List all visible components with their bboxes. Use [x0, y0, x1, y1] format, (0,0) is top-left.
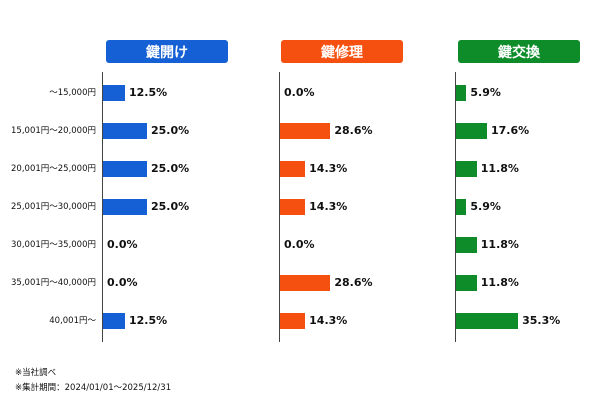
bar [103, 199, 147, 215]
data-label: 11.8% [480, 276, 519, 289]
category-label: ～15,000円 [49, 88, 96, 98]
bar [103, 123, 147, 139]
data-label: 28.6% [334, 124, 373, 137]
category-label: 20,001円～25,000円 [11, 164, 96, 174]
category-label: 40,001円～ [49, 316, 96, 326]
bar [103, 313, 125, 329]
bar [456, 85, 467, 101]
data-label: 11.8% [480, 238, 519, 251]
series-header: 鍵交換 [458, 40, 580, 63]
data-label: 5.9% [470, 200, 501, 213]
series-axis-line [279, 72, 280, 342]
category-label: 25,001円～30,000円 [11, 202, 96, 212]
data-label: 5.9% [470, 86, 501, 99]
bar [456, 237, 477, 253]
category-label: 30,001円～35,000円 [11, 240, 96, 250]
data-label: 12.5% [129, 314, 168, 327]
data-label: 0.0% [284, 86, 315, 99]
bar [456, 199, 467, 215]
data-label: 14.3% [309, 162, 348, 175]
data-label: 0.0% [284, 238, 315, 251]
bar [280, 199, 306, 215]
data-label: 25.0% [151, 124, 190, 137]
data-label: 14.3% [309, 200, 348, 213]
data-label: 25.0% [151, 162, 190, 175]
bar [103, 85, 125, 101]
data-label: 17.6% [490, 124, 530, 137]
category-label: 35,001円～40,000円 [11, 278, 96, 288]
series-header: 鍵修理 [281, 40, 403, 63]
data-label: 11.8% [480, 162, 519, 175]
data-label: 14.3% [309, 314, 348, 327]
bar [456, 123, 487, 139]
series-header: 鍵開け [106, 40, 228, 63]
bar [103, 161, 147, 177]
data-label: 0.0% [107, 276, 138, 289]
data-label: 25.0% [151, 200, 190, 213]
data-label: 35.3% [522, 314, 561, 327]
category-label: 15,001円～20,000円 [11, 126, 96, 136]
data-label: 12.5% [129, 86, 168, 99]
series-axis-line [102, 72, 103, 342]
data-label: 0.0% [107, 238, 138, 251]
data-label: 28.6% [334, 276, 373, 289]
bar [456, 161, 477, 177]
bar [456, 313, 519, 329]
note-survey: ※当社調べ [15, 368, 57, 378]
note-period: ※集計期間：2024/01/01～2025/12/31 [15, 383, 172, 393]
bar [280, 313, 306, 329]
bar [456, 275, 477, 291]
series-axis-line [455, 72, 456, 342]
bar [280, 123, 331, 139]
bar [280, 161, 306, 177]
bar [280, 275, 331, 291]
